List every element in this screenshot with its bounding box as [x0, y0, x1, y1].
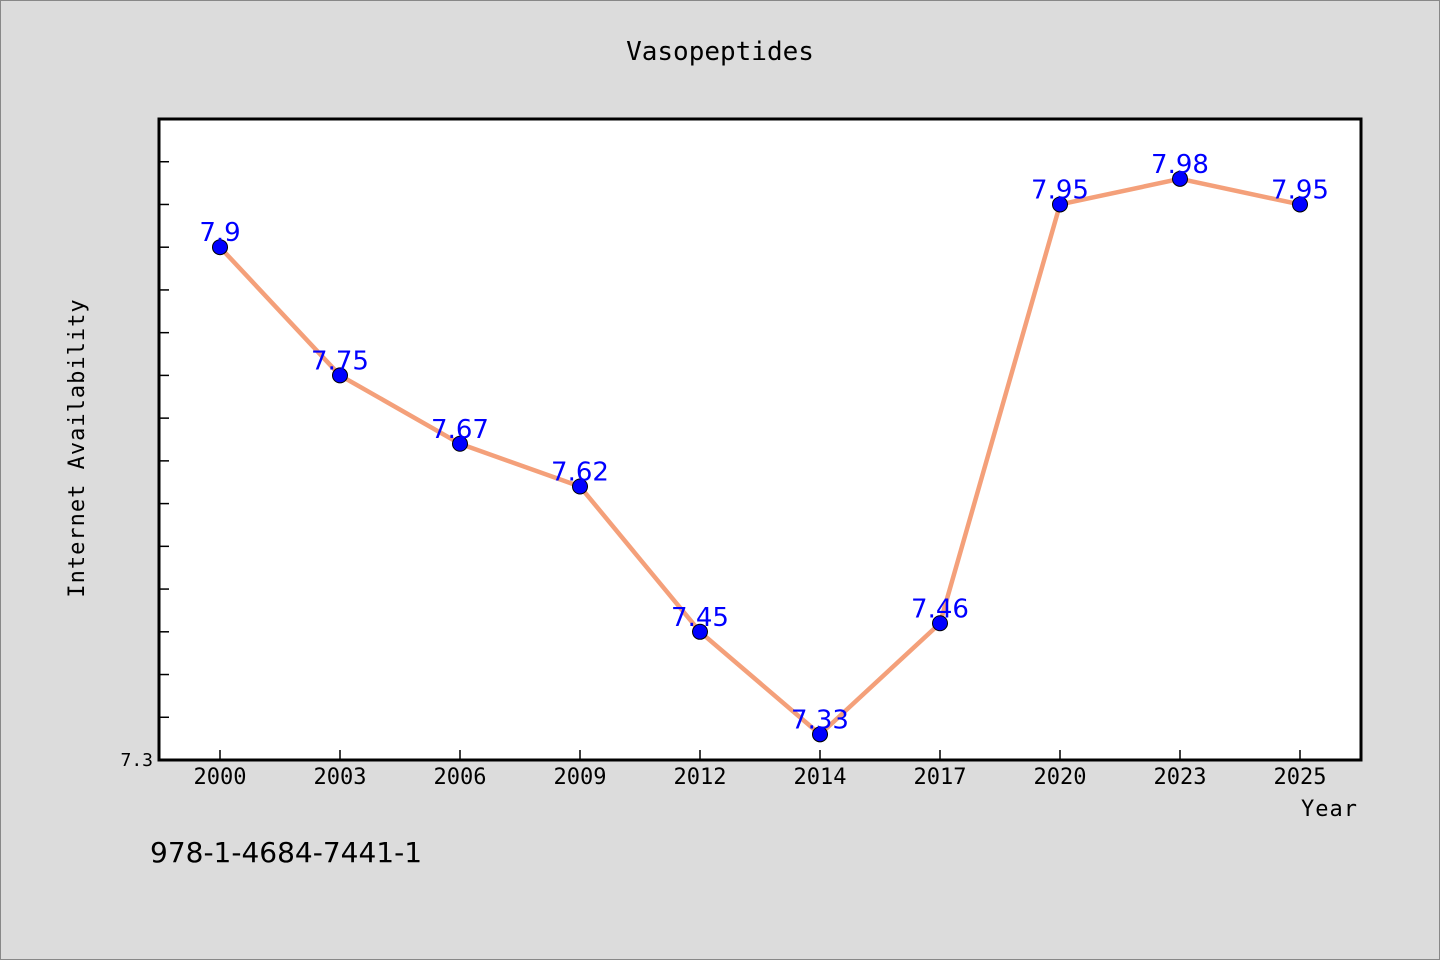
data-label: 7.98: [1151, 150, 1209, 180]
series-line-group: [218, 176, 1301, 737]
data-label: 7.75: [311, 346, 369, 376]
x-tick-label: 2023: [1154, 765, 1207, 790]
x-tick-label: 2012: [674, 765, 727, 790]
data-point: [692, 623, 708, 640]
data-label: 7.95: [1031, 175, 1089, 205]
data-label: 7.46: [911, 594, 969, 624]
y-axis-ticks: 7.3: [120, 118, 169, 771]
data-point: [1292, 196, 1308, 213]
data-points: [212, 170, 1308, 743]
footer-isbn: 978-1-4684-7441-1: [150, 836, 422, 869]
x-tick-label: 2003: [314, 765, 367, 790]
data-point: [932, 615, 948, 632]
x-tick-label: 2025: [1274, 765, 1327, 790]
x-tick-label: 2017: [914, 765, 967, 790]
data-label: 7.33: [791, 705, 849, 735]
data-label: 7.9: [199, 218, 240, 248]
chart-title: Vasopeptides: [626, 37, 814, 67]
data-label: 7.62: [551, 458, 609, 488]
data-point: [572, 478, 588, 495]
data-point: [812, 726, 828, 743]
data-label: 7.67: [431, 415, 489, 445]
data-point: [452, 435, 468, 452]
x-tick-label: 2014: [794, 765, 847, 790]
x-axis-ticks: 2000 2003 2006 2009 2012 2014 2017 2020 2023 2025: [194, 750, 1327, 790]
data-point: [1172, 170, 1188, 187]
data-label: 7.45: [671, 603, 729, 633]
x-tick-label: 2009: [554, 765, 607, 790]
data-labels: 7.9 7.75 7.67 7.62 7.45 7.33 7.46 7.95 7.98 7.95: [199, 150, 1329, 736]
data-point: [332, 367, 348, 384]
y-axis-label: Internet Availability: [65, 298, 90, 597]
x-tick-label: 2000: [194, 765, 247, 790]
data-point: [1052, 196, 1068, 213]
x-axis-label: Year: [1301, 797, 1358, 822]
y-tick-label: 7.3: [120, 750, 153, 771]
data-label: 7.95: [1271, 175, 1329, 205]
series-line: [218, 176, 1301, 737]
data-point: [212, 239, 228, 256]
x-tick-label: 2020: [1034, 765, 1087, 790]
x-tick-label: 2006: [434, 765, 487, 790]
plot-area: [157, 117, 1363, 762]
